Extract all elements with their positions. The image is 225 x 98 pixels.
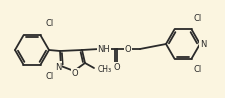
Text: NH: NH bbox=[98, 44, 110, 54]
Text: Cl: Cl bbox=[194, 14, 202, 23]
Text: O: O bbox=[125, 44, 131, 54]
Text: N: N bbox=[55, 63, 61, 72]
Text: Cl: Cl bbox=[45, 19, 54, 28]
Text: O: O bbox=[114, 64, 120, 73]
Text: Cl: Cl bbox=[45, 72, 54, 81]
Text: Cl: Cl bbox=[194, 65, 202, 74]
Text: O: O bbox=[72, 69, 78, 78]
Text: N: N bbox=[200, 39, 206, 49]
Text: CH₃: CH₃ bbox=[98, 64, 112, 74]
